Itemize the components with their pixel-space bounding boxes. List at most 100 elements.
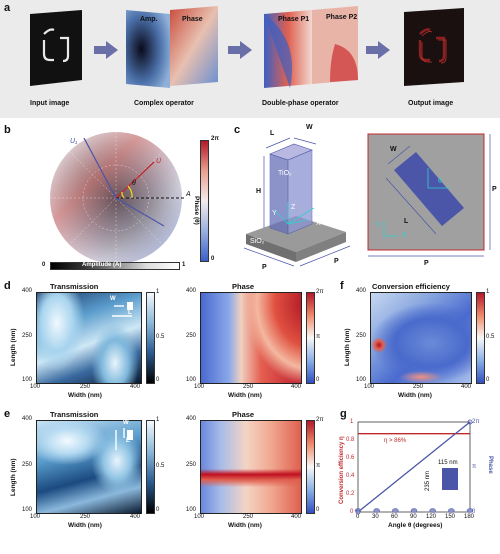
dim-P-left: P: [262, 264, 267, 271]
e-xlabel: Width (nm): [68, 522, 102, 529]
e-inset-arrows: [115, 428, 133, 450]
amp-colorbar: [50, 262, 180, 270]
g-angle-marker: [392, 508, 399, 513]
e-trans-title: Transmission: [50, 410, 99, 419]
d-trans-title: Transmission: [50, 282, 99, 291]
e-xtick-100: 100: [30, 514, 41, 520]
top-dim-P-bottom: P: [424, 260, 429, 267]
e-ytick-400: 400: [22, 416, 33, 422]
panel-a-illustration: [30, 6, 464, 88]
d-trans-cbar-0: 0: [156, 377, 160, 383]
vector-label-u: U: [156, 158, 162, 165]
f-cbar-05: 0.5: [486, 334, 495, 340]
top-dim-L: L: [404, 218, 409, 225]
g-xtick-180: 180: [464, 514, 475, 520]
e-phase-cbar-2pi: 2π: [316, 417, 324, 423]
g-lefttick-06: 0.6: [346, 455, 355, 461]
d-phase-cbar-pi: π: [316, 334, 321, 340]
g-angle-marker: [448, 508, 455, 513]
g-lefttick-1: 1: [350, 419, 354, 425]
panel-d-letter: d: [4, 280, 11, 292]
e-phase-xlabel: Width (nm): [228, 522, 262, 529]
d-phase-xtick-100: 100: [194, 384, 205, 390]
g-phase-endpoint: [355, 509, 361, 515]
vector-label-theta: θ: [132, 180, 136, 187]
caption-complex: Complex operator: [134, 100, 194, 107]
d-phase-cbar-2pi: 2π: [316, 289, 324, 295]
f-xtick-250: 250: [413, 384, 424, 390]
f-cbar: [476, 292, 485, 384]
d-ytick-100: 100: [22, 377, 33, 383]
top-theta: θ: [438, 178, 442, 185]
axis-z-3d: Z: [291, 204, 296, 211]
phase-overlay-label: Phase: [182, 16, 203, 23]
d-trans-cbar: [146, 292, 155, 384]
d-xlabel: Width (nm): [68, 392, 102, 399]
g-annotation: η > 86%: [384, 438, 407, 444]
d-phase-cbar-0: 0: [316, 377, 320, 383]
e-phase-title: Phase: [232, 410, 255, 419]
d-phase-map: [200, 292, 302, 384]
d-phase-ytick-400: 400: [186, 288, 197, 294]
g-xtick-30: 30: [372, 514, 379, 520]
d-phase-cbar: [306, 292, 315, 384]
f-title: Conversion efficiency: [372, 282, 450, 291]
f-ylabel: Length (nm): [344, 328, 351, 366]
g-inset-rect: [442, 468, 458, 490]
top-axis-y: Y: [376, 222, 381, 229]
dim-W: W: [306, 124, 313, 131]
f-cbar-0: 0: [486, 377, 490, 383]
e-phase-cbar-0: 0: [316, 507, 320, 513]
caption-output: Output image: [408, 100, 454, 107]
e-phase-xtick-400: 400: [291, 514, 302, 520]
phase-cbar-bottom: 0: [211, 256, 215, 262]
e-xtick-400: 400: [130, 514, 141, 520]
nanopillar-3d: [243, 137, 351, 267]
d-xtick-100: 100: [30, 384, 41, 390]
panel-b-letter: b: [4, 124, 11, 136]
top-dim-W: W: [390, 146, 397, 153]
e-trans-cbar: [146, 420, 155, 514]
d-phase-title: Phase: [232, 282, 255, 291]
e-trans-cbar-1: 1: [156, 417, 160, 423]
caption-double-phase: Double-phase operator: [262, 100, 339, 107]
panel-c-letter: c: [234, 124, 241, 136]
e-trans-cbar-05: 0.5: [156, 463, 165, 469]
panel-f-letter: f: [340, 280, 344, 292]
g-righttick-0: 0: [472, 509, 476, 515]
panel-a-letter-overlay: a: [4, 2, 11, 14]
d-ytick-250: 250: [22, 333, 33, 339]
output-plate: [404, 8, 464, 86]
d-xtick-250: 250: [80, 384, 91, 390]
e-phase-cbar-pi: π: [316, 463, 321, 469]
d-phase-xtick-250: 250: [243, 384, 254, 390]
f-ytick-100: 100: [356, 377, 367, 383]
f-xtick-100: 100: [364, 384, 375, 390]
vector-label-a: A: [186, 191, 191, 198]
output-logo: [418, 28, 446, 63]
g-chart: [354, 419, 474, 515]
g-xtick-120: 120: [426, 514, 437, 520]
amp-cbar-left: 0: [42, 262, 46, 268]
caption-input: Input image: [30, 100, 70, 107]
d-trans-cbar-1: 1: [156, 289, 160, 295]
d-transmission-map: [36, 292, 142, 384]
e-phase-map: [200, 420, 302, 514]
d-inset-arrows: [112, 302, 133, 317]
e-phase-xtick-250: 250: [243, 514, 254, 520]
g-xtick-90: 90: [410, 514, 417, 520]
nanopillar-top-view: [367, 133, 491, 257]
g-xtick-150: 150: [445, 514, 456, 520]
axis-y-3d: Y: [272, 210, 277, 217]
g-phase-endpoint: [467, 419, 473, 425]
top-dim-P-right: P: [492, 186, 497, 193]
phase-cbar-label: Phase (θ): [193, 196, 200, 225]
material-tio2: TiO₂: [278, 170, 292, 177]
g-xlabel: Angle θ (degrees): [388, 522, 443, 529]
f-xlabel: Width (nm): [398, 392, 432, 399]
e-ytick-100: 100: [22, 507, 33, 513]
amp-overlay-label: Amp.: [140, 16, 158, 23]
d-trans-cbar-05: 0.5: [156, 334, 165, 340]
g-righttick-pi: π: [472, 464, 477, 470]
phase-p2-overlay-label: Phase P2: [326, 14, 358, 21]
